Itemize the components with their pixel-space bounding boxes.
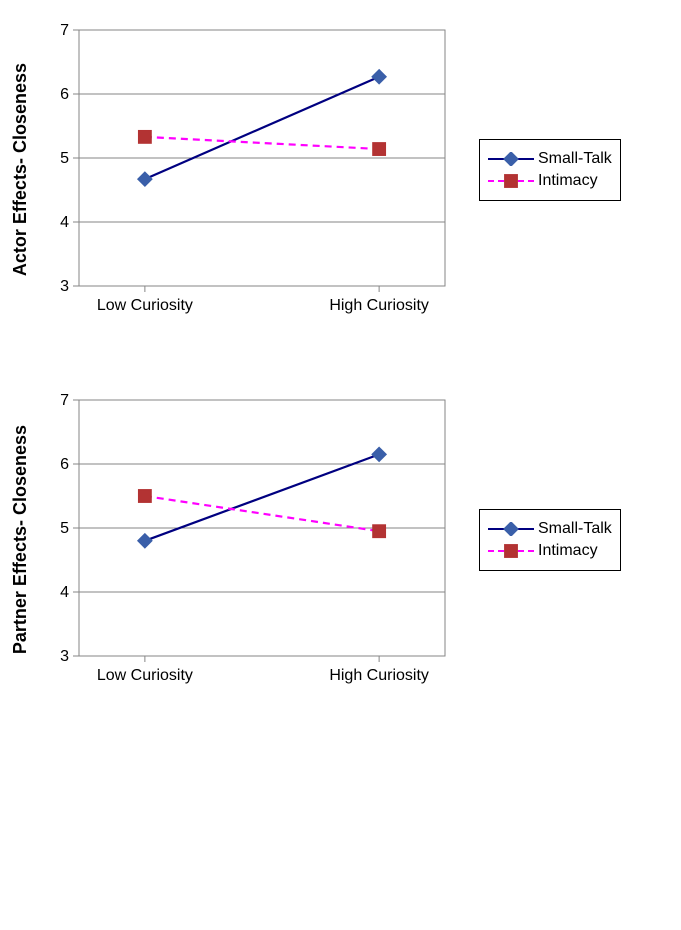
ytick-label: 6 — [60, 86, 69, 103]
legend-item: Small-Talk — [488, 150, 612, 168]
chart-actor: 3 4 5 6 7 Low Curiosity High Curiosity — [35, 10, 455, 330]
chart-block-partner: Partner Effects- Closeness 3 4 5 6 7 Low Curi… — [10, 380, 671, 700]
legend-label: Intimacy — [538, 172, 598, 190]
ytick-label: 3 — [60, 648, 69, 665]
chart-block-actor: Actor Effects- Closeness 3 4 5 6 7 Low Curios… — [10, 10, 671, 330]
ytick-label: 5 — [60, 150, 69, 167]
chart-partner: 3 4 5 6 7 Low Curiosity High Curiosity — [35, 380, 455, 700]
y-axis-label: Partner Effects- Closeness — [10, 425, 31, 654]
ytick-label: 5 — [60, 520, 69, 537]
ytick-label: 7 — [60, 392, 69, 409]
y-axis-label: Actor Effects- Closeness — [10, 63, 31, 276]
ytick-label: 3 — [60, 278, 69, 295]
legend-item: Small-Talk — [488, 520, 612, 538]
legend-label: Small-Talk — [538, 150, 612, 168]
legend-label: Small-Talk — [538, 520, 612, 538]
ytick-label: 6 — [60, 456, 69, 473]
legend-item: Intimacy — [488, 542, 612, 560]
legend-item: Intimacy — [488, 172, 612, 190]
ytick-label: 4 — [60, 584, 69, 601]
legend: Small-Talk Intimacy — [479, 509, 621, 571]
legend-label: Intimacy — [538, 542, 598, 560]
ytick-label: 7 — [60, 22, 69, 39]
xtick-label: Low Curiosity — [97, 297, 193, 314]
legend-key-icon — [488, 544, 534, 558]
legend-key-icon — [488, 152, 534, 166]
legend-key-icon — [488, 522, 534, 536]
xtick-label: High Curiosity — [329, 297, 429, 314]
legend-key-icon — [488, 174, 534, 188]
xtick-label: High Curiosity — [329, 667, 429, 684]
xtick-label: Low Curiosity — [97, 667, 193, 684]
ytick-label: 4 — [60, 214, 69, 231]
legend: Small-Talk Intimacy — [479, 139, 621, 201]
